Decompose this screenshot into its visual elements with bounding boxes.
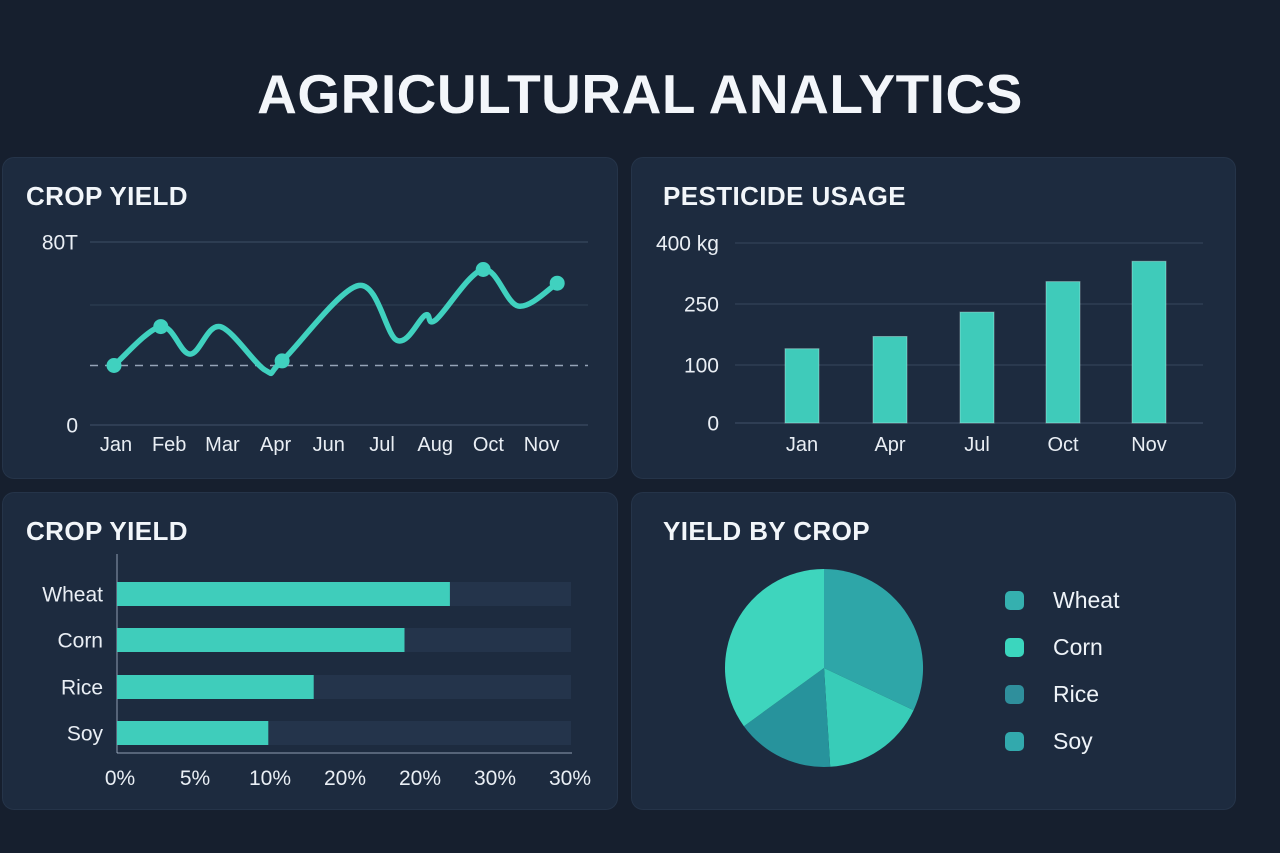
x-tick-label: Mar: [205, 434, 240, 456]
legend-label: Rice: [1053, 681, 1100, 707]
x-tick-label: 30%: [474, 767, 516, 790]
pesticide-usage-title: PESTICIDE USAGE: [663, 181, 906, 211]
data-point-dot: [475, 262, 491, 277]
y-tick-label: 250: [684, 293, 719, 316]
x-tick-label: 5%: [180, 767, 210, 790]
yield-line: [111, 266, 560, 377]
legend-item-corn: Corn: [1005, 634, 1119, 661]
pie-slice-wheat: [824, 569, 924, 711]
legend-swatch: [1005, 685, 1024, 704]
x-tick-label: 30%: [549, 767, 591, 790]
crop-bar: [117, 628, 405, 652]
legend-label: Soy: [1053, 728, 1093, 754]
legend-swatch: [1005, 638, 1024, 657]
y-tick-label: 0: [707, 412, 719, 435]
yield-by-crop-title: YIELD BY CROP: [663, 516, 870, 546]
x-tick-label: 0%: [105, 767, 135, 790]
pesticide-bar: [784, 348, 820, 424]
legend-item-soy: Soy: [1005, 728, 1119, 755]
card-crop-yield-hbar: CROP YIELD Wheat Corn Rice Soy 0% 5% 10% 20% 20%…: [2, 492, 618, 810]
legend-label: Wheat: [1053, 587, 1120, 613]
y-tick-label: 0: [66, 414, 78, 437]
row-label: Wheat: [42, 583, 103, 606]
pesticide-bar: [872, 336, 908, 424]
crop-bar: [117, 582, 450, 606]
crop-bar: [117, 675, 314, 699]
legend-swatch: [1005, 591, 1024, 610]
data-point-dot: [549, 275, 565, 291]
legend-item-rice: Rice: [1005, 681, 1119, 708]
legend-label: Corn: [1053, 634, 1103, 660]
x-tick-label: Oct: [1047, 434, 1079, 456]
x-tick-label: Nov: [524, 434, 560, 456]
x-tick-label: Jul: [369, 434, 395, 456]
card-pesticide-usage: PESTICIDE USAGE 400 kg 250 100 0 Jan Apr Jul Oc…: [631, 157, 1236, 479]
page-title: AGRICULTURAL ANALYTICS: [257, 63, 1023, 125]
data-point-dot: [106, 358, 122, 373]
row-label: Rice: [61, 676, 103, 699]
x-tick-label: Oct: [473, 434, 505, 456]
x-tick-label: Apr: [260, 434, 291, 456]
x-tick-label: Jan: [786, 434, 818, 456]
card-crop-yield-line: CROP YIELD 80T 0 Jan Feb Mar Apr Jun Jul Aug Oct N…: [2, 157, 618, 479]
legend-item-wheat: Wheat: [1005, 587, 1119, 614]
x-tick-label: Feb: [152, 434, 186, 456]
pesticide-bar: [1131, 260, 1167, 424]
card-yield-by-crop: YIELD BY CROP Wheat Corn Rice Soy: [631, 492, 1236, 810]
yield-by-crop-pie-chart: [724, 569, 924, 767]
x-tick-label: Jun: [313, 434, 345, 456]
x-tick-label: Aug: [417, 434, 453, 456]
x-tick-label: 20%: [399, 767, 441, 790]
pie-legend: Wheat Corn Rice Soy: [1005, 587, 1119, 755]
legend-swatch: [1005, 732, 1024, 751]
pesticide-bar: [1045, 281, 1081, 424]
crop-yield-line-chart: 80T 0 Jan Feb Mar Apr Jun Jul Aug Oct Nov: [42, 231, 588, 456]
crop-bar: [117, 721, 269, 745]
crop-yield-line-title: CROP YIELD: [26, 181, 188, 211]
data-point-dot: [274, 353, 290, 369]
y-tick-label: 400 kg: [656, 232, 719, 255]
y-tick-label: 80T: [42, 231, 78, 254]
data-point-dot: [153, 319, 169, 335]
crop-yield-hbar-title: CROP YIELD: [26, 516, 188, 546]
pie-slice-rice: [743, 668, 831, 767]
pie-slice-corn: [824, 668, 914, 767]
x-tick-label: 10%: [249, 767, 291, 790]
x-tick-label: Jul: [964, 434, 990, 456]
x-tick-label: Nov: [1131, 434, 1167, 456]
row-label: Soy: [67, 722, 104, 745]
pesticide-usage-bar-chart: 400 kg 250 100 0 Jan Apr Jul Oct Nov: [656, 232, 1203, 456]
y-tick-label: 100: [684, 354, 719, 377]
pesticide-bar: [959, 311, 995, 424]
pie-slice-soy: [724, 569, 824, 727]
x-tick-label: Jan: [100, 434, 132, 456]
x-tick-label: Apr: [874, 434, 905, 456]
x-tick-label: 20%: [324, 767, 366, 790]
row-label: Corn: [57, 629, 103, 652]
